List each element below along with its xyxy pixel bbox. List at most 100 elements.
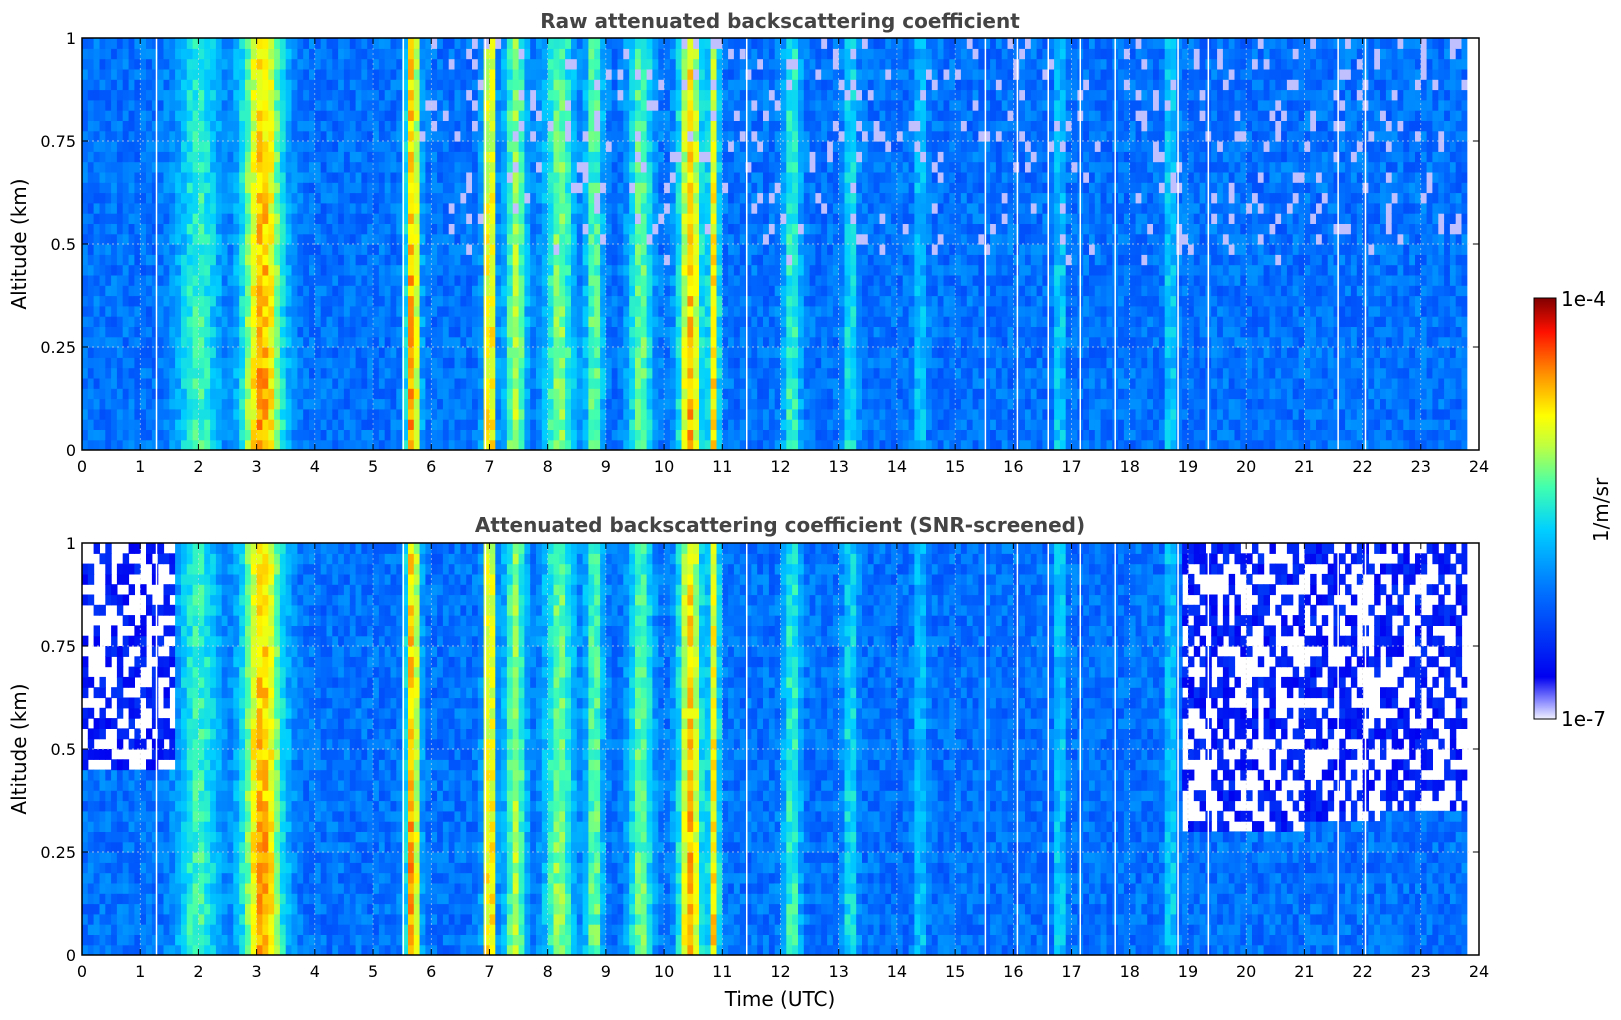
panel-raw-cell: [326, 202, 333, 214]
panel-raw-cell: [629, 68, 636, 80]
panel-raw-cell: [763, 192, 770, 204]
panel-raw-cell: [506, 244, 514, 255]
panel-raw-cell: [547, 398, 555, 410]
panel-raw-cell: [745, 408, 752, 420]
panel-raw-cell: [605, 244, 613, 255]
panel-raw-cell: [751, 120, 758, 132]
panel-raw-cell: [291, 89, 298, 101]
panel-raw-cell: [681, 110, 688, 121]
panel-raw-cell: [105, 130, 112, 142]
panel-raw-cell: [111, 264, 118, 276]
panel-raw-cell: [460, 233, 467, 245]
panel-raw-cell: [693, 171, 700, 183]
panel-raw-cell: [803, 305, 811, 317]
panel-raw-cell: [588, 223, 595, 235]
panel-raw-cell: [151, 110, 159, 121]
panel-raw-cell: [693, 244, 700, 255]
panel-raw-cell: [792, 38, 799, 49]
panel-raw-cell: [763, 182, 770, 194]
panel-raw-cell: [326, 68, 333, 80]
panel-raw-cell: [600, 367, 607, 379]
panel-raw-cell: [157, 213, 165, 224]
panel-raw-cell: [157, 398, 165, 410]
panel-raw-cell: [565, 398, 572, 410]
panel-raw-cell: [518, 377, 525, 389]
panel-raw-cell: [192, 38, 199, 49]
panel-raw-cell: [99, 264, 106, 276]
panel-raw-cell: [250, 285, 258, 297]
panel-raw-cell: [774, 408, 782, 420]
panel-raw-cell: [326, 316, 333, 327]
panel-raw-cell: [140, 326, 147, 338]
panel-raw-cell: [373, 38, 380, 49]
panel-raw-cell: [221, 89, 229, 101]
panel-raw-cell: [175, 316, 182, 327]
panel-raw-cell: [710, 38, 717, 49]
panel-raw-cell: [623, 316, 630, 327]
panel-raw-cell: [192, 398, 199, 410]
panel-raw-cell: [291, 326, 298, 338]
panel-raw-cell: [617, 171, 624, 183]
panel-raw-cell: [239, 130, 246, 142]
panel-raw-cell: [367, 398, 374, 410]
panel-raw-cell: [629, 408, 636, 420]
panel-raw-cell: [489, 192, 496, 204]
panel-raw-cell: [745, 223, 752, 235]
panel-raw-cell: [291, 68, 298, 80]
panel-raw-cell: [413, 192, 421, 204]
panel-raw-cell: [151, 213, 159, 224]
panel-raw-cell: [437, 316, 444, 327]
panel-raw-cell: [786, 161, 793, 173]
panel-raw-cell: [122, 58, 130, 70]
panel-raw-cell: [262, 439, 269, 450]
panel-raw-cell: [605, 89, 613, 101]
panel-raw-cell: [233, 110, 240, 121]
panel-raw-cell: [733, 79, 741, 91]
panel-raw-cell: [163, 295, 170, 307]
panel-raw-cell: [512, 213, 520, 224]
panel-raw-cell: [733, 120, 741, 132]
panel-raw-cell: [437, 171, 444, 183]
panel-raw-cell: [175, 48, 182, 60]
panel-raw-cell: [489, 161, 496, 173]
panel-raw-cell: [757, 110, 764, 121]
panel-raw-cell: [367, 429, 374, 441]
panel-raw-cell: [541, 68, 549, 80]
panel-raw-cell: [669, 141, 677, 152]
panel-raw-cell: [163, 429, 170, 441]
panel-raw-cell: [576, 439, 584, 450]
panel-raw-cell: [448, 130, 456, 142]
panel-raw-cell: [571, 347, 578, 358]
panel-raw-cell: [82, 326, 89, 338]
panel-raw-cell: [716, 398, 723, 410]
panel-raw-cell: [157, 419, 165, 430]
panel-raw-cell: [122, 285, 130, 297]
panel-raw-cell: [373, 244, 380, 255]
panel-raw-cell: [582, 419, 589, 430]
panel-raw-cell: [390, 130, 397, 142]
panel-raw-cell: [268, 171, 275, 183]
panel-raw-cell: [687, 439, 694, 450]
panel-raw-cell: [460, 357, 467, 369]
panel-raw-cell: [483, 110, 490, 121]
panel-raw-cell: [646, 38, 653, 49]
panel-raw-cell: [669, 244, 677, 255]
panel-raw-cell: [140, 285, 147, 297]
panel-raw-cell: [530, 233, 537, 245]
panel-raw-cell: [274, 141, 281, 152]
panel-raw-cell: [640, 202, 648, 214]
panel-raw-cell: [501, 141, 508, 152]
panel-raw-cell: [338, 388, 345, 400]
panel-raw-cell: [745, 377, 752, 389]
panel-raw-cell: [640, 347, 648, 358]
panel-raw-cell: [448, 398, 456, 410]
panel-raw-cell: [489, 326, 496, 338]
panel-raw-cell: [215, 89, 223, 101]
panel-raw-cell: [629, 130, 636, 142]
panel-raw-cell: [157, 38, 165, 49]
panel-raw-cell: [803, 202, 811, 214]
panel-raw-cell: [803, 110, 811, 121]
panel-raw-cell: [547, 295, 555, 307]
panel-raw-cell: [285, 130, 293, 142]
panel-raw-cell: [82, 244, 89, 255]
